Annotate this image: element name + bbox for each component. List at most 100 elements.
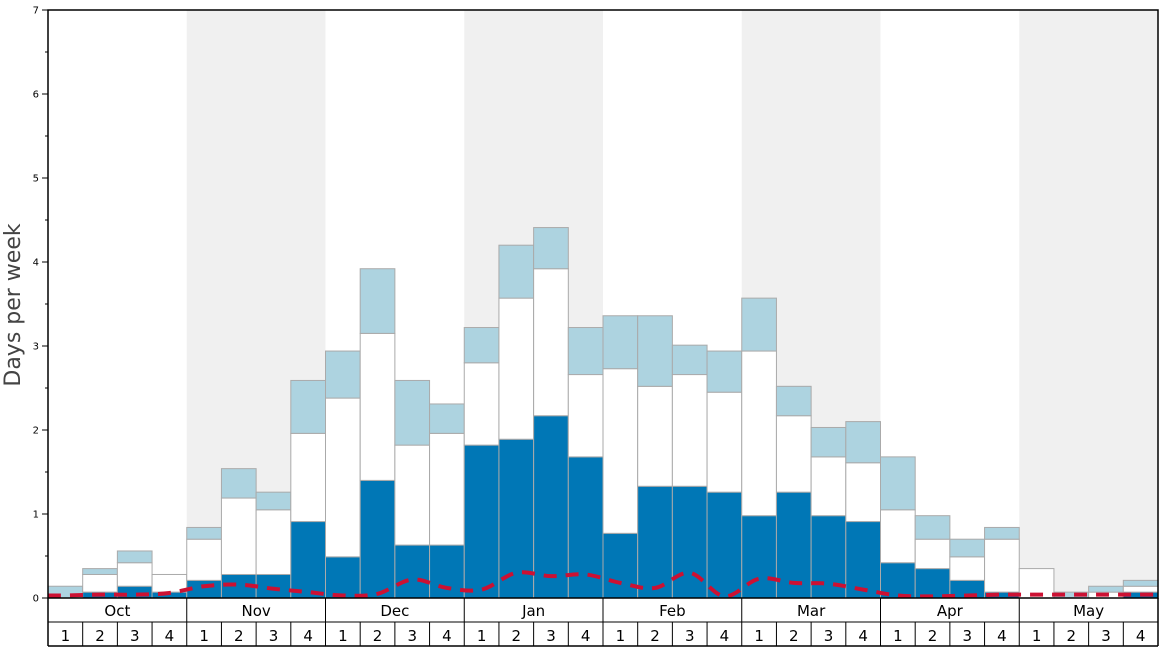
bar-segment-white [116,562,153,587]
bar-segment-light [775,385,812,417]
week-label: 2 [650,627,660,645]
bar-segment-white [949,556,986,581]
week-label: 1 [199,627,209,645]
bar-segment-white [498,297,535,440]
bar-segment-white [290,432,326,523]
bar-segment-light [602,315,639,370]
bar-segment-dark [394,544,431,599]
month-label-dec: Dec [380,602,409,620]
week-label: 4 [303,627,313,645]
week-label: 4 [720,627,730,645]
y-tick-label: 6 [33,90,39,101]
week-label: 3 [685,627,695,645]
bar-segment-light [706,350,743,393]
bar-segment-white [255,509,292,575]
bar-segment-white [706,391,743,493]
bar-segment-light [567,327,604,376]
week-label: 2 [373,627,383,645]
week-label: 4 [165,627,175,645]
bar-segment-dark [914,568,951,599]
bar-segment-light [637,315,673,387]
bar-segment-light [325,350,361,399]
week-label: 1 [61,627,71,645]
bar-segment-white [394,444,431,546]
week-label: 1 [616,627,626,645]
bar-segment-light [1122,579,1159,587]
bar-segment-white [984,538,1020,593]
bar-segment-light [671,344,708,376]
month-label-jan: Jan [521,602,545,620]
bar-segment-light [880,456,916,511]
bar-segment-dark [255,573,292,599]
bar-segment-dark [637,485,673,599]
bar-segment-dark [359,479,396,599]
bar-segment-white [533,268,569,417]
bars [47,227,1159,599]
bar-segment-light [1088,585,1124,593]
bar-segment-white [567,374,604,458]
bar-segment-light [498,244,535,299]
bar-segment-dark [463,444,500,599]
y-tick-label: 5 [33,174,39,185]
bar-segment-dark [602,532,639,599]
bar-segment-light [845,421,881,464]
bar-segment-dark [429,544,465,599]
week-label: 1 [893,627,903,645]
bar-segment-light [220,468,257,499]
month-label-oct: Oct [104,602,130,620]
bar-segment-dark [775,491,812,599]
bar-segment-white [671,374,708,487]
week-label: 3 [1101,627,1111,645]
week-label: 3 [269,627,279,645]
bar-segment-light [533,227,569,270]
bar-segment-white [1122,585,1159,593]
bar-segment-light [290,379,326,434]
bar-segment-white [220,497,257,575]
bar-segment-dark [741,515,777,599]
bar-segment-white [359,332,396,481]
y-tick-label: 0 [33,594,39,605]
week-label: 2 [1067,627,1077,645]
bar-segment-white [845,462,881,523]
bar-segment-light [82,568,118,575]
week-label: 1 [338,627,348,645]
bar-segment-white [775,415,812,493]
week-label: 1 [1032,627,1042,645]
week-label: 4 [997,627,1007,645]
bar-segment-white [82,573,118,593]
bar-segment-light [984,526,1020,540]
bar-segment-light [359,268,396,334]
bar-segment-light [810,426,847,458]
bar-segment-white [880,509,916,564]
week-label: 3 [824,627,834,645]
month-label-apr: Apr [937,602,964,620]
week-label: 2 [512,627,522,645]
week-label: 4 [442,627,452,645]
y-tick-label: 7 [33,6,39,17]
week-label: 4 [858,627,868,645]
week-label: 4 [1136,627,1146,645]
bar-segment-white [463,362,500,446]
bar-segment-light [429,403,465,434]
bar-segment-light [949,538,986,558]
week-label: 2 [928,627,938,645]
bar-segment-light [914,515,951,540]
bar-segment-dark [533,415,569,599]
bar-segment-light [741,297,777,352]
bar-segment-white [186,538,222,581]
bar-segment-light [463,327,500,364]
bar-segment-white [810,456,847,517]
y-tick-label: 1 [33,510,39,521]
week-label: 1 [754,627,764,645]
week-label: 3 [407,627,417,645]
week-label: 2 [789,627,799,645]
bar-segment-white [602,368,639,534]
x-axis: Oct 1 2 3 4 Nov 1 2 3 4 Dec 1 2 3 4 Jan 1 2 3 4 Feb 1 2 3 4 Mar 1 2… [47,9,1159,647]
week-label: 1 [477,627,487,645]
week-label: 2 [95,627,105,645]
week-label: 4 [581,627,591,645]
bar-segment-white [914,538,951,570]
month-label-may: May [1073,602,1104,620]
month-label-feb: Feb [659,602,686,620]
bar-segment-white [1018,568,1055,599]
